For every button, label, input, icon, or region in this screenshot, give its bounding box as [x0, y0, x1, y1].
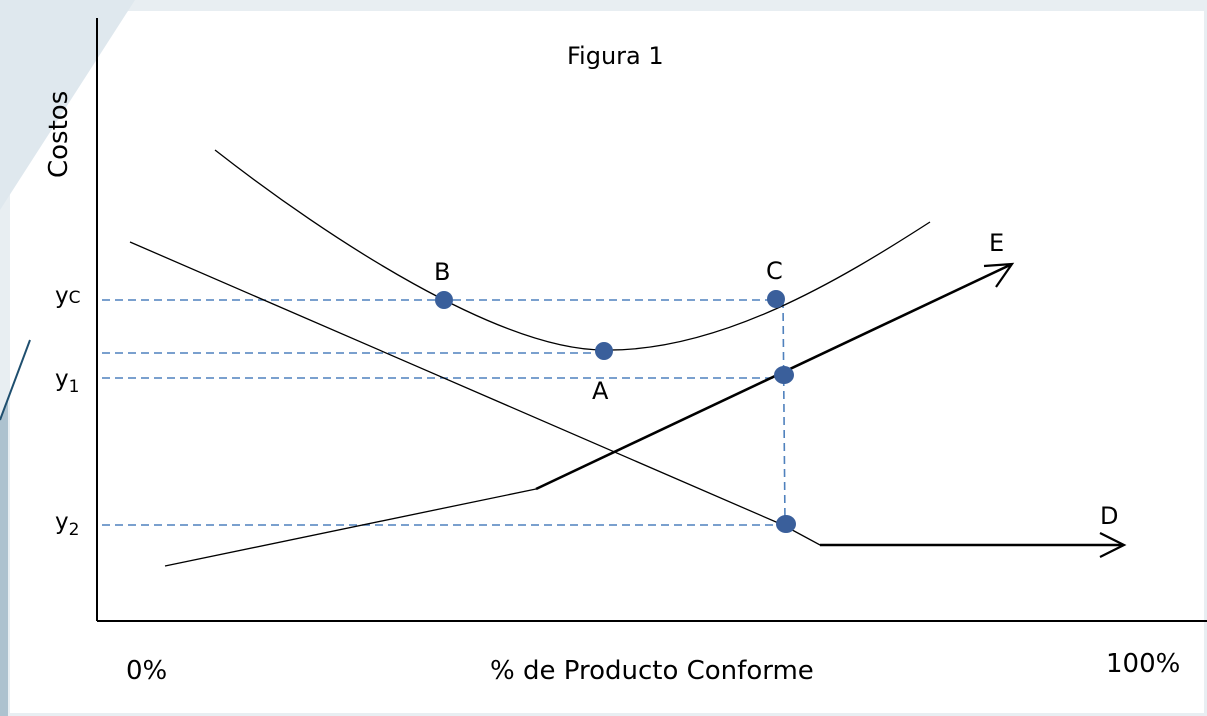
tick-label-y2: y2 [55, 509, 79, 540]
point-label-c: C [766, 257, 783, 285]
background-sliver-top [0, 0, 135, 210]
point-label-a: A [592, 377, 609, 405]
x-max-label: 100% [1106, 649, 1181, 679]
failure-cost-line [129, 241, 1122, 546]
point-label-d: D [1100, 502, 1119, 530]
arrow-d-head [1099, 532, 1127, 558]
tick-label-y1: y1 [55, 366, 79, 397]
tick-main-yc: y [55, 283, 69, 309]
y-axis-label: Costos [44, 90, 74, 178]
tick-sub-yc: C [68, 288, 81, 308]
marker-y2 [776, 515, 796, 533]
total-cost-curve [214, 149, 931, 351]
tick-sub-y2: 2 [68, 520, 80, 540]
point-label-b: B [434, 258, 451, 286]
x-axis-label: % de Producto Conforme [490, 656, 814, 686]
tick-main-y1: y [55, 366, 69, 392]
marker-c [767, 290, 785, 308]
prevention-cost-line-high [535, 263, 1011, 491]
point-label-e: E [989, 229, 1005, 257]
background-sliver-left [0, 400, 8, 716]
tick-sub-y1: 1 [68, 377, 80, 397]
x-min-label: 0% [126, 656, 168, 686]
figure-panel [10, 11, 1204, 713]
tick-main-y2: y [55, 509, 69, 535]
marker-y1 [774, 366, 794, 384]
background-accent-line [0, 339, 31, 421]
arrow-e-head [983, 262, 1015, 288]
tick-label-yc: yC [55, 283, 81, 309]
marker-b [435, 291, 453, 309]
figure-title: Figura 1 [567, 42, 664, 70]
prevention-cost-line-low [164, 488, 537, 567]
marker-a [595, 342, 613, 360]
guide-line-vertical-c [782, 299, 786, 526]
